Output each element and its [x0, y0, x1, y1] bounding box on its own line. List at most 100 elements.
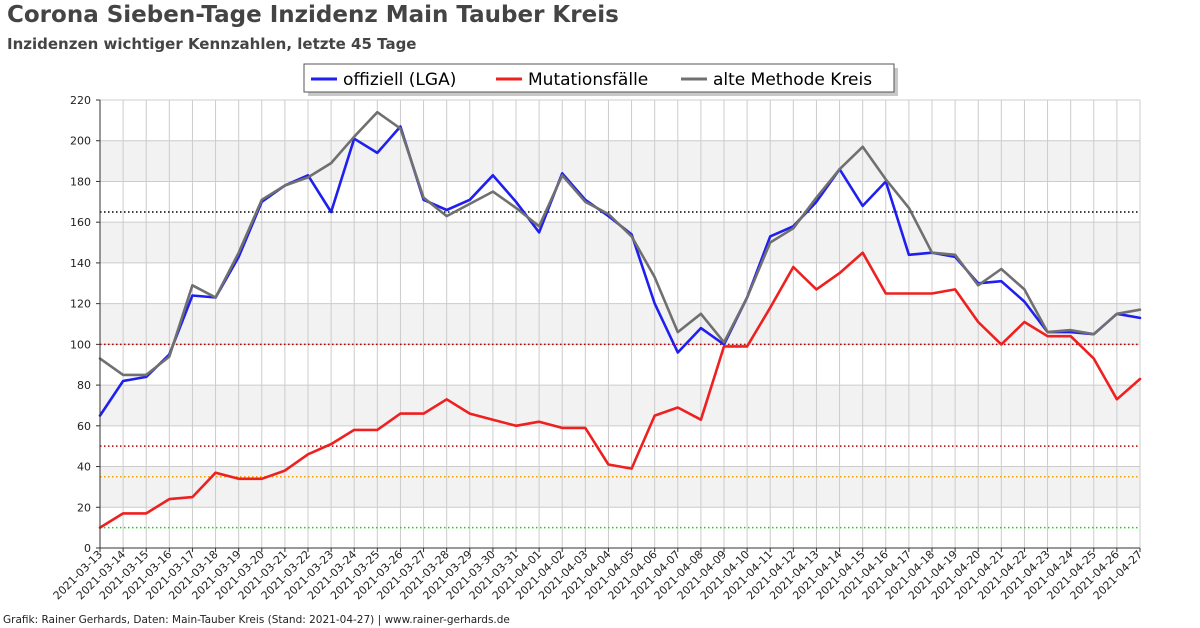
series-1-point — [330, 211, 332, 213]
series-2-point — [700, 419, 702, 421]
series-3-point — [862, 146, 864, 148]
series-2-point — [1023, 321, 1026, 323]
series-3-point — [723, 341, 725, 343]
series-3-point — [746, 296, 748, 299]
series-line-2 — [98, 251, 1142, 529]
series-3-point — [191, 284, 194, 286]
series-1-point — [908, 254, 910, 256]
series-2-point — [630, 467, 633, 470]
series-2-point — [214, 472, 217, 474]
series-2-point — [1139, 378, 1141, 380]
series-2-point — [954, 288, 956, 290]
series-2-point — [792, 266, 794, 268]
background-band — [100, 466, 1140, 508]
series-2-point — [908, 292, 910, 295]
series-2-point — [815, 288, 818, 290]
series-3-point — [584, 201, 586, 203]
series-3-point — [677, 331, 679, 333]
series-3-point — [931, 252, 933, 254]
series-3-point — [654, 276, 656, 278]
series-3-point — [330, 162, 332, 164]
series-3-point — [145, 374, 147, 376]
series-2-point — [469, 413, 471, 415]
series-2-point — [862, 252, 864, 254]
series-2-point — [330, 443, 332, 445]
series-2-point — [122, 512, 124, 514]
y-tick-label: 200 — [70, 135, 91, 148]
series-3-point — [607, 213, 610, 215]
series-2-point — [422, 413, 425, 415]
series-3-point — [214, 296, 217, 299]
series-1-point — [654, 303, 656, 305]
chart-subtitle: Inzidenzen wichtiger Kennzahlen, letzte … — [7, 35, 417, 53]
series-2-point — [191, 496, 194, 498]
series-2-point — [677, 406, 679, 409]
series-1-point — [538, 231, 540, 233]
y-tick-label: 80 — [77, 379, 91, 392]
background-bands — [100, 140, 1140, 508]
legend-label-2: Mutationsfälle — [528, 70, 648, 90]
series-3-point — [353, 136, 355, 138]
y-tick-label: 140 — [70, 257, 91, 270]
series-1-point — [1070, 331, 1072, 333]
series-1-point — [307, 174, 309, 176]
series-3-point — [769, 241, 771, 244]
y-tick-label: 220 — [70, 94, 91, 107]
series-2-point — [168, 498, 170, 500]
y-tick-label: 60 — [77, 420, 91, 433]
series-1-point — [815, 201, 818, 203]
series-3-point — [1093, 333, 1095, 335]
threshold-lines — [100, 211, 1140, 529]
background-band — [100, 222, 1140, 263]
series-3-point — [630, 235, 633, 238]
series-3-point — [1046, 331, 1049, 333]
series-1-point — [723, 343, 725, 345]
series-3-point — [838, 168, 841, 170]
series-3-point — [1070, 329, 1072, 331]
series-2-point — [769, 307, 771, 309]
series-3-point — [700, 313, 702, 315]
axes — [99, 100, 1140, 549]
legend-label-1: offiziell (LGA) — [343, 70, 456, 90]
series-3-point — [284, 184, 286, 187]
series-lines — [98, 110, 1142, 529]
series-1-point — [862, 205, 864, 207]
series-3-point — [515, 207, 517, 209]
background-band — [100, 303, 1140, 345]
x-tick-labels: 2021-03-132021-03-142021-03-152021-03-16… — [51, 548, 1145, 602]
series-2-point — [977, 321, 979, 323]
series-3-point — [399, 127, 402, 130]
chart-title: Corona Sieben-Tage Inzidenz Main Tauber … — [7, 2, 619, 28]
series-2-point — [1093, 358, 1095, 360]
series-2-point — [284, 470, 286, 472]
series-3-point — [908, 207, 910, 209]
series-3-point — [792, 227, 794, 229]
y-tick-label: 180 — [70, 175, 91, 188]
series-2-point — [376, 429, 378, 431]
y-tick-label: 100 — [70, 338, 91, 351]
series-1-point — [238, 256, 240, 258]
series-1-point — [469, 199, 471, 201]
legend-box — [303, 63, 895, 93]
series-1-point — [446, 209, 448, 211]
series-1-point — [1023, 301, 1026, 303]
y-tick-label: 40 — [77, 461, 91, 474]
series-2-point — [885, 292, 887, 295]
legend: offiziell (LGA) Mutationsfälle alte Method… — [303, 63, 898, 96]
series-1-point — [677, 351, 679, 354]
series-2-point — [654, 415, 656, 417]
series-1-point — [700, 327, 702, 329]
y-tick-labels: 0 20 40 60 80 100 120 140 160 180 200 220 — [70, 94, 100, 555]
series-2-point — [307, 453, 309, 455]
series-3-point — [261, 199, 263, 201]
series-3-point — [977, 284, 979, 286]
series-2-point — [1000, 343, 1002, 345]
series-2-point — [1070, 335, 1072, 337]
y-tick-label: 0 — [84, 542, 91, 555]
footer-credit: Grafik: Rainer Gerhards, Daten: Main-Tau… — [3, 614, 510, 626]
series-1-point — [515, 201, 517, 203]
series-1-point — [561, 172, 563, 174]
series-1-point — [376, 152, 378, 154]
series-1-point — [492, 174, 494, 176]
series-2-point — [238, 478, 240, 480]
